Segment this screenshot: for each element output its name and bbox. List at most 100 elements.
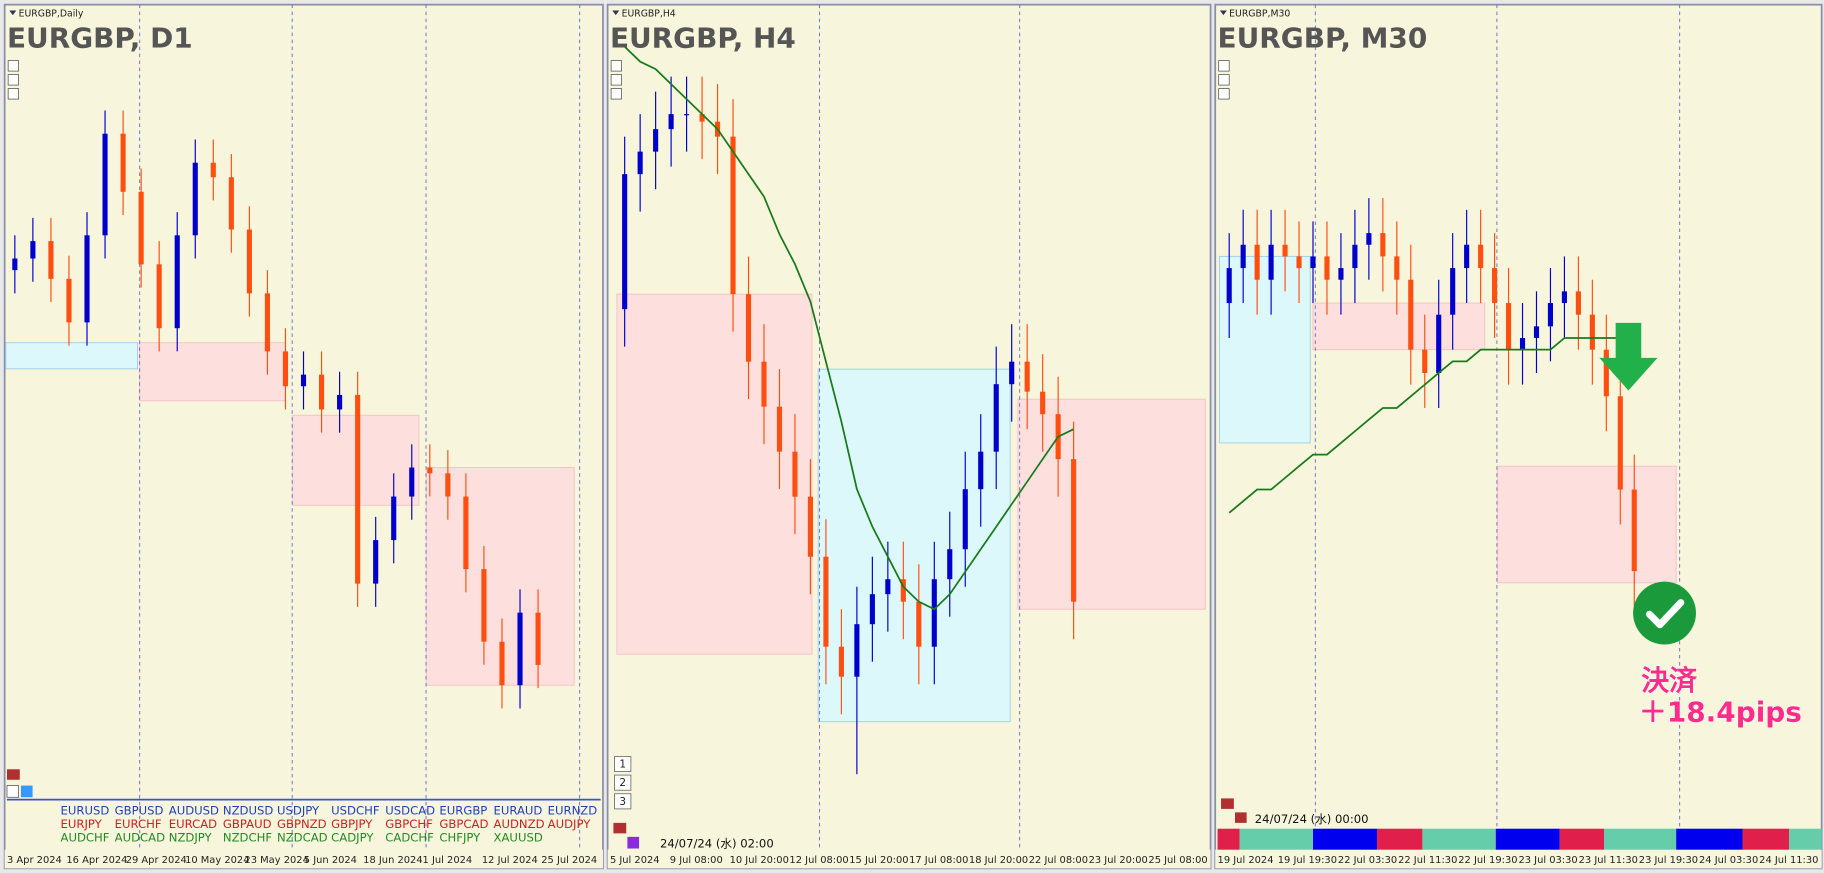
- candle-body: [823, 556, 829, 647]
- close-icon: [6, 785, 19, 798]
- candle-body: [885, 579, 891, 595]
- zone: [616, 293, 813, 655]
- currency-pair: XAUUSD: [494, 831, 543, 845]
- panel: EURGBP,H4 EURGBP, H4 5 Jul 2024 9 Jul 08:00…: [606, 3, 1212, 870]
- candle-body: [1519, 338, 1526, 350]
- candle-body: [246, 229, 252, 294]
- candle-body: [1408, 279, 1414, 350]
- zone: [138, 342, 286, 402]
- currency-pair: GBPUSD: [115, 804, 164, 818]
- candle-body: [174, 235, 180, 329]
- x-tick-label: 18 Jun 2024: [363, 855, 422, 866]
- candle-body: [1296, 256, 1302, 269]
- panel-bg: [1214, 3, 1823, 870]
- signal-strip: [1217, 828, 1240, 850]
- x-tick-label: 23 Jul 20:00: [1089, 855, 1148, 866]
- candle-body: [1547, 303, 1554, 327]
- scroll-button: [610, 88, 622, 100]
- candle-body: [1338, 268, 1344, 280]
- candle-body: [535, 612, 541, 665]
- candle-body: [684, 114, 690, 116]
- panel: EURGBP,Daily EURGBP, D1 3 Apr 2024 16 Apr 2…: [3, 3, 604, 870]
- x-tick-label: 22 Jul 11:30: [1398, 855, 1457, 866]
- candle-body: [282, 351, 289, 387]
- number-button[interactable]: [614, 793, 632, 810]
- candle-body: [1492, 268, 1498, 304]
- candle-body: [463, 496, 469, 570]
- candle-body: [1505, 303, 1512, 350]
- candle-body: [931, 579, 937, 647]
- currency-pair: NZDCHF: [223, 831, 272, 845]
- x-tick-label: 24 Jul 03:30: [1699, 855, 1758, 866]
- scroll-button: [1218, 60, 1230, 72]
- timestamp: 24/07/24 (水) 02:00: [660, 836, 774, 850]
- x-tick-label: 22 Jul 19:30: [1458, 855, 1517, 866]
- candle-body: [1533, 326, 1540, 339]
- candle-body: [947, 549, 953, 580]
- currency-pair: GBPCAD: [439, 817, 488, 831]
- candle-body: [445, 473, 451, 497]
- candle-body: [1366, 233, 1372, 245]
- candle-body: [12, 258, 18, 271]
- number-button[interactable]: [614, 756, 632, 773]
- candle-body: [962, 489, 968, 550]
- candle-body: [668, 114, 674, 130]
- candle-body: [373, 540, 379, 584]
- candle-body: [84, 235, 90, 323]
- scroll-button: [7, 74, 19, 86]
- candle-body: [854, 624, 860, 677]
- candle-body: [192, 162, 198, 236]
- candle-body: [653, 129, 659, 152]
- number-button-label: 3: [619, 796, 626, 808]
- candle-body: [730, 136, 736, 295]
- currency-pair: USDCAD: [385, 804, 435, 818]
- candle-body: [48, 241, 54, 279]
- candle-body: [1617, 396, 1623, 490]
- x-tick-label: 3 Apr 2024: [7, 855, 62, 866]
- currency-pair: NZDCAD: [277, 831, 328, 845]
- currency-pair: EURAUD: [494, 804, 543, 818]
- zone: [425, 467, 575, 686]
- annotation: 決済: [1641, 664, 1698, 697]
- zone: [1017, 398, 1206, 610]
- candle-body: [1478, 244, 1484, 269]
- label-arrow: [9, 10, 17, 16]
- currency-pair: CHFJPY: [439, 831, 481, 845]
- candle-body: [637, 151, 643, 175]
- signal-strip: [1313, 828, 1378, 850]
- x-tick-label: 5 Jul 2024: [610, 855, 660, 866]
- signal-strip: [1239, 828, 1314, 850]
- x-tick-label: 16 Apr 2024: [66, 855, 127, 866]
- zone: [817, 368, 1011, 723]
- zone: [5, 342, 138, 370]
- panel: EURGBP,M30 EURGBP, M30 19 Jul 2024 19 Jul 1…: [1214, 3, 1823, 870]
- currency-pair: AUDUSD: [169, 804, 219, 818]
- x-tick-label: 15 Jul 20:00: [849, 855, 908, 866]
- candle-body: [1380, 233, 1386, 257]
- number-button[interactable]: [614, 774, 632, 791]
- x-tick-label: 23 May 2024: [244, 855, 308, 866]
- x-tick-label: 12 Jul 2024: [482, 855, 538, 866]
- currency-pair: GBPNZD: [277, 817, 327, 831]
- signal-strip: [1742, 828, 1790, 850]
- chart-title: EURGBP, D1: [7, 22, 193, 55]
- signal-strip: [1495, 828, 1560, 850]
- candle-body: [1464, 244, 1470, 269]
- currency-pair: NZDUSD: [223, 804, 273, 818]
- plot: [5, 4, 581, 850]
- chart-title: EURGBP, M30: [1218, 22, 1428, 55]
- chart-label: EURGBP,H4: [622, 8, 676, 19]
- candle-body: [1394, 256, 1400, 280]
- x-tick-label: 10 Jul 20:00: [730, 855, 789, 866]
- sell-arrow: [1599, 322, 1658, 391]
- candle-body: [264, 293, 270, 352]
- currency-pair: CADJPY: [331, 831, 374, 845]
- x-tick-label: 24 Jul 11:30: [1759, 855, 1818, 866]
- candle-body: [869, 594, 875, 625]
- scroll-button: [7, 88, 19, 100]
- candle-body: [1352, 244, 1358, 269]
- candle-body: [30, 241, 36, 259]
- currency-pair: USDJPY: [277, 804, 320, 818]
